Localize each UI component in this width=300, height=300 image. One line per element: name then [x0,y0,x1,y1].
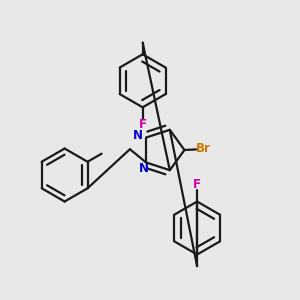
Text: N: N [139,162,149,175]
Text: N: N [133,129,143,142]
Text: F: F [193,178,201,191]
Text: F: F [139,118,147,131]
Text: Br: Br [196,142,211,155]
